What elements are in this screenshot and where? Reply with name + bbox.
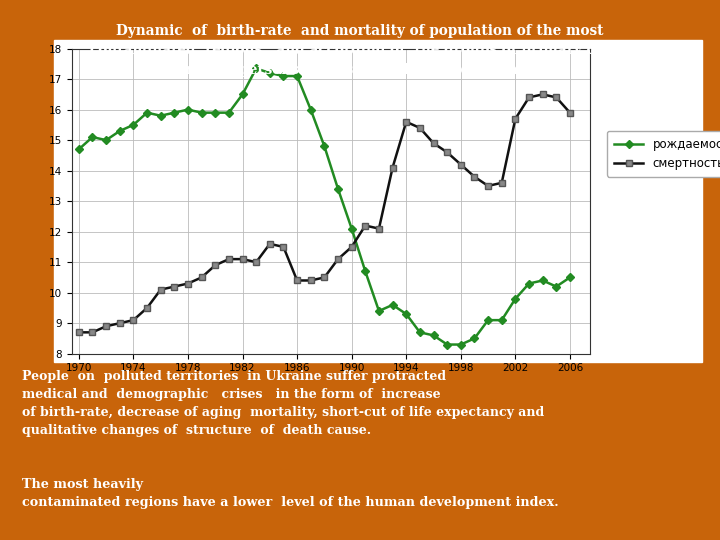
смертность xyxy=(361,222,369,229)
Legend: рождаемость, смертность: рождаемость, смертность xyxy=(607,131,720,177)
рождаемость xyxy=(293,73,302,79)
рождаемость xyxy=(320,143,329,150)
рождаемость xyxy=(511,295,520,302)
рождаемость xyxy=(156,112,165,119)
рождаемость xyxy=(225,110,233,116)
рождаемость xyxy=(307,106,315,113)
рождаемость xyxy=(88,134,96,140)
рождаемость xyxy=(566,274,575,281)
смертность xyxy=(402,119,410,125)
рождаемость xyxy=(170,110,179,116)
смертность xyxy=(156,286,165,293)
рождаемость xyxy=(374,308,383,314)
рождаемость xyxy=(361,268,369,274)
смертность xyxy=(539,91,547,98)
рождаемость xyxy=(102,137,110,143)
рождаемость xyxy=(539,277,547,284)
рождаемость xyxy=(525,280,534,287)
рождаемость xyxy=(333,186,342,192)
смертность xyxy=(279,244,288,250)
рождаемость xyxy=(252,65,261,72)
рождаемость xyxy=(552,284,561,290)
смертность xyxy=(225,256,233,262)
рождаемость xyxy=(74,146,83,152)
смертность xyxy=(74,329,83,335)
смертность xyxy=(184,280,192,287)
смертность xyxy=(88,329,96,335)
смертность xyxy=(129,317,138,323)
смертность xyxy=(115,320,124,326)
рождаемость xyxy=(347,225,356,232)
смертность xyxy=(293,277,302,284)
рождаемость xyxy=(484,317,492,323)
Text: Dynamic  of  birth-rate  and mortality of population of the most
contaminated  r: Dynamic of birth-rate and mortality of p… xyxy=(90,24,630,77)
смертность xyxy=(102,323,110,329)
смертность xyxy=(456,161,465,168)
смертность xyxy=(470,173,479,180)
рождаемость xyxy=(470,335,479,342)
рождаемость xyxy=(129,122,138,128)
рождаемость xyxy=(143,110,151,116)
смертность xyxy=(347,244,356,250)
рождаемость xyxy=(197,110,206,116)
рождаемость xyxy=(402,311,410,318)
смертность xyxy=(511,116,520,122)
рождаемость xyxy=(279,73,288,79)
смертность xyxy=(552,94,561,100)
смертность xyxy=(429,140,438,146)
смертность xyxy=(374,225,383,232)
смертность xyxy=(415,125,424,131)
рождаемость xyxy=(429,332,438,339)
рождаемость xyxy=(443,341,451,348)
смертность xyxy=(307,277,315,284)
смертность xyxy=(211,262,220,268)
рождаемость xyxy=(184,106,192,113)
рождаемость xyxy=(266,70,274,76)
Text: People  on  polluted territories  in Ukraine suffer protracted
medical and  demo: People on polluted territories in Ukrain… xyxy=(22,370,544,437)
смертность xyxy=(238,256,247,262)
Line: рождаемость: рождаемость xyxy=(76,66,572,347)
смертность xyxy=(388,164,397,171)
смертность xyxy=(197,274,206,281)
смертность xyxy=(333,256,342,262)
смертность xyxy=(252,259,261,265)
рождаемость xyxy=(415,329,424,335)
рождаемость xyxy=(115,128,124,134)
рождаемость xyxy=(238,91,247,98)
Text: The most heavily
contaminated regions have a lower  level of the human developme: The most heavily contaminated regions ha… xyxy=(22,478,558,509)
смертность xyxy=(320,274,329,281)
смертность xyxy=(443,149,451,156)
Line: смертность: смертность xyxy=(76,92,572,335)
смертность xyxy=(484,183,492,189)
смертность xyxy=(143,305,151,311)
смертность xyxy=(170,284,179,290)
смертность xyxy=(498,180,506,186)
рождаемость xyxy=(211,110,220,116)
рождаемость xyxy=(388,302,397,308)
смертность xyxy=(266,241,274,247)
рождаемость xyxy=(498,317,506,323)
смертность xyxy=(525,94,534,100)
смертность xyxy=(566,110,575,116)
рождаемость xyxy=(456,341,465,348)
